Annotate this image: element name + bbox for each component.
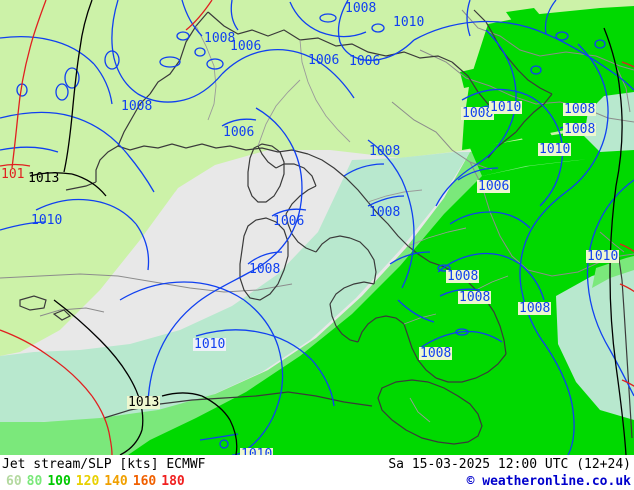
isobar-label: 1010 <box>240 448 274 455</box>
isobar-label: 1008 <box>458 290 492 305</box>
jet-speed-scale: 60 80 100 120 140 160 180 <box>6 474 190 489</box>
isobars-black <box>29 0 627 455</box>
isobar-label: 1008 <box>461 106 495 121</box>
regional-borders <box>195 25 509 423</box>
chart-title: Jet stream/SLP [kts] ECMWF <box>2 457 206 472</box>
isobar-label: 1010 <box>31 213 63 228</box>
isobar-label: 1008 <box>419 346 453 361</box>
isobar-label: 1008 <box>249 262 281 277</box>
isobar-label: 1008 <box>563 122 597 137</box>
jet-band-mint <box>0 152 470 422</box>
isobar-label: 1006 <box>273 214 305 229</box>
jet-core-patch-a <box>506 8 546 32</box>
isobar-label: 1006 <box>477 179 511 194</box>
jet-notch-east2 <box>556 266 634 420</box>
map-svg <box>0 0 634 455</box>
isobar-label: 1006 <box>230 39 262 54</box>
valid-timestamp: Sa 15-03-2025 12:00 UTC (12+24) <box>388 457 631 472</box>
isobar-label: 1010 <box>393 15 425 30</box>
copyright-link[interactable]: © weatheronline.co.uk <box>466 474 631 489</box>
jet-core-patch-d <box>460 66 492 88</box>
isobar-label: 1008 <box>345 1 377 16</box>
footer-bar: Jet stream/SLP [kts] ECMWF 60 80 100 120 140… <box>0 455 634 490</box>
isobar-label: 1006 <box>349 54 381 69</box>
map-canvas[interactable]: 1008 1010 1008 1006 1006 1006 1008 1008 1010 1008… <box>0 0 634 455</box>
isobar-label: 1008 <box>563 102 597 117</box>
isobar-label: 1008 <box>369 205 401 220</box>
scale-stop-140: 140 <box>104 474 128 489</box>
isobar-label: 1006 <box>223 125 255 140</box>
isobar-label: 1010 <box>586 249 620 264</box>
isobar-label: 1008 <box>204 31 236 46</box>
isobar-label: 101 <box>1 167 25 182</box>
isobar-label: 1008 <box>446 269 480 284</box>
jet-core-patch-b <box>516 70 548 90</box>
isobar-label: 1008 <box>518 301 552 316</box>
scale-stop-180: 180 <box>161 474 185 489</box>
scale-stop-80: 80 <box>26 474 43 489</box>
scale-stop-100: 100 <box>47 474 71 489</box>
isobars-red <box>0 0 634 455</box>
isobar-label: 1010 <box>538 142 572 157</box>
coastline-italy <box>19 9 633 445</box>
isobar-label: 1010 <box>193 337 227 352</box>
jet-band-100 <box>128 155 634 455</box>
isobar-label: 1008 <box>369 144 401 159</box>
scale-stop-160: 160 <box>132 474 157 489</box>
jet-core-patch-c <box>516 122 552 142</box>
jet-gap-tyrrhenian <box>28 150 352 352</box>
isobar-label: 1006 <box>308 53 340 68</box>
isobar-label: 1010 <box>489 100 523 115</box>
isobar-label: 1013 <box>127 395 161 410</box>
scale-stop-120: 120 <box>75 474 100 489</box>
isobar-label: 1013 <box>28 171 60 186</box>
jet-notch-east3 <box>592 256 634 288</box>
isobar-label: 1008 <box>121 99 153 114</box>
scale-stop-60: 60 <box>6 474 22 489</box>
